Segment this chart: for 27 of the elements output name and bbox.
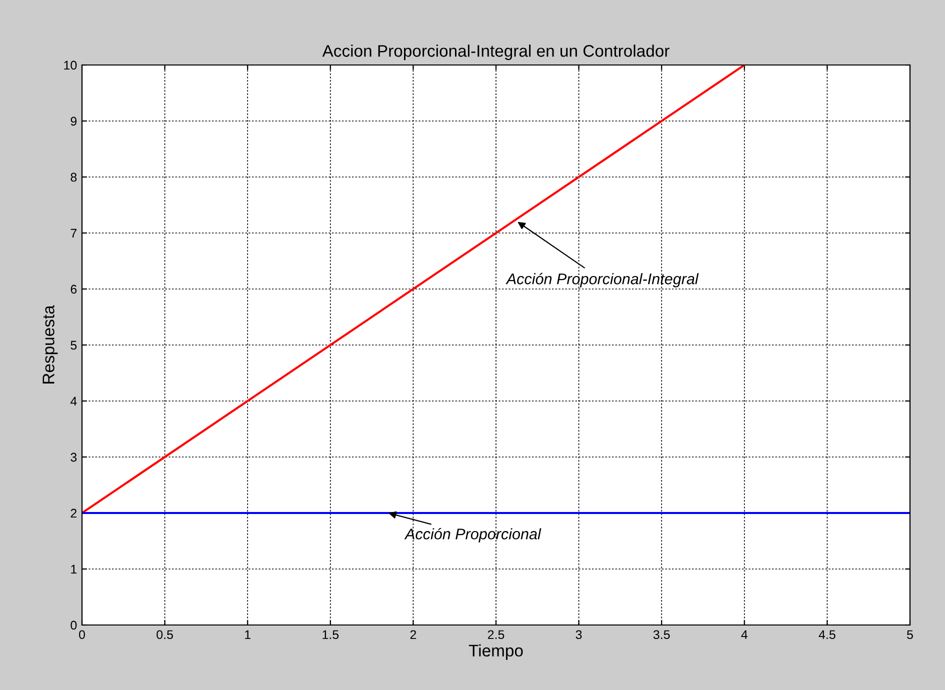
- y-tick-label: 4: [70, 396, 77, 406]
- y-tick-label: 1: [71, 564, 77, 574]
- y-tick-label: 10: [64, 60, 77, 70]
- x-tick-label: 2: [410, 630, 416, 639]
- x-tick-label: 4.5: [818, 630, 836, 640]
- x-tick-label: 3: [576, 630, 582, 640]
- x-tick-label: 0.5: [156, 630, 173, 640]
- y-tick-label: 7: [70, 228, 77, 238]
- chart-title: Accion Proporcional-Integral en un Controlador: [322, 44, 670, 60]
- x-tick-label: 1.5: [322, 630, 339, 640]
- y-tick-label: 3: [70, 452, 77, 462]
- x-tick-label: 5: [907, 630, 913, 640]
- x-tick-label: 1: [245, 630, 250, 639]
- y-tick-label: 9: [70, 116, 77, 126]
- annotation: Acción Proporcional-Integral: [506, 272, 699, 288]
- x-tick-label: 2.5: [488, 630, 504, 640]
- x-axis-title: Tiempo: [468, 644, 523, 660]
- y-tick-label: 6: [70, 284, 77, 294]
- y-tick-label: 5: [70, 340, 77, 350]
- annotation: Acción Proporcional: [404, 528, 542, 542]
- x-tick-label: 4: [741, 630, 748, 639]
- y-axis-title: Respuesta: [42, 305, 58, 384]
- y-tick-label: 0: [70, 620, 77, 630]
- y-tick-label: 8: [70, 172, 77, 182]
- x-tick-label: 3.5: [653, 630, 670, 640]
- y-tick-label: 2: [70, 508, 77, 518]
- x-tick-label: 0: [79, 630, 85, 640]
